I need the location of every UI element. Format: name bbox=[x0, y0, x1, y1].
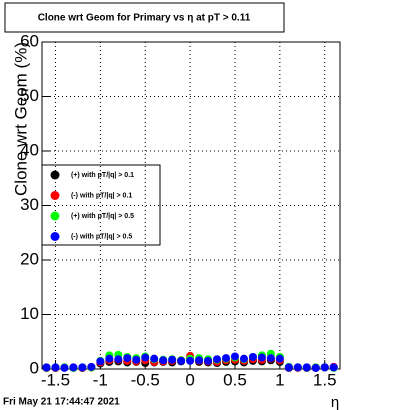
y-tick-label: 0 bbox=[30, 358, 39, 377]
x-tick-label: -1 bbox=[93, 370, 108, 389]
data-point bbox=[204, 356, 213, 365]
data-point bbox=[105, 354, 114, 363]
data-point bbox=[132, 355, 141, 364]
data-point bbox=[69, 363, 78, 372]
data-point bbox=[51, 363, 60, 372]
data-point bbox=[320, 363, 329, 372]
data-point bbox=[213, 355, 222, 364]
data-point bbox=[266, 354, 275, 363]
legend-marker bbox=[50, 191, 60, 200]
data-point bbox=[177, 356, 186, 365]
timestamp: Fri May 21 17:44:47 2021 bbox=[3, 397, 120, 408]
legend-box bbox=[41, 164, 161, 246]
y-axis-title: Clone wrt Geom (%) bbox=[11, 42, 30, 196]
data-point bbox=[150, 354, 159, 363]
legend-label: (-) with pT/|q| > 0.1 bbox=[71, 192, 132, 199]
x-tick-label: 1.5 bbox=[313, 370, 337, 389]
legend-label: (+) with pT/|q| > 0.5 bbox=[71, 213, 134, 220]
data-point bbox=[329, 363, 338, 372]
x-tick-label: -1.5 bbox=[41, 370, 70, 389]
y-tick-label: 60 bbox=[20, 31, 39, 50]
legend-marker bbox=[50, 170, 60, 180]
x-tick-label: 0 bbox=[185, 370, 194, 389]
chart-title: Clone wrt Geom for Primary vs η at pT > … bbox=[38, 13, 251, 24]
data-point bbox=[96, 357, 105, 366]
legend-label: (+) with pT/|q| > 0.1 bbox=[71, 172, 134, 179]
data-point bbox=[78, 363, 87, 372]
y-tick-label: 50 bbox=[20, 86, 39, 105]
x-tick-label: -0.5 bbox=[131, 370, 160, 389]
legend-marker bbox=[50, 232, 60, 241]
data-point bbox=[186, 356, 195, 365]
data-point bbox=[159, 356, 168, 365]
data-point bbox=[60, 363, 69, 372]
x-tick-label: 0.5 bbox=[223, 370, 247, 389]
title-box bbox=[4, 2, 285, 33]
data-point bbox=[248, 353, 257, 362]
y-tick-label: 30 bbox=[20, 195, 39, 214]
data-point bbox=[87, 362, 96, 371]
data-point bbox=[311, 363, 320, 372]
data-point bbox=[257, 353, 266, 362]
legend-label: (-) with pT/|q| > 0.5 bbox=[71, 233, 132, 240]
data-point bbox=[42, 363, 51, 372]
y-tick-label: 10 bbox=[20, 304, 39, 323]
data-point bbox=[168, 355, 177, 364]
data-point bbox=[141, 353, 150, 362]
x-tick-label: 1 bbox=[275, 370, 284, 389]
x-axis-title: η bbox=[331, 394, 339, 410]
data-point bbox=[293, 363, 302, 372]
data-point bbox=[302, 363, 311, 372]
y-tick-label: 40 bbox=[20, 140, 39, 159]
data-point bbox=[123, 354, 132, 363]
data-point bbox=[275, 354, 284, 363]
data-point bbox=[222, 354, 231, 363]
legend-marker bbox=[50, 211, 60, 221]
data-point bbox=[114, 355, 123, 364]
data-point bbox=[239, 354, 248, 363]
data-point bbox=[284, 363, 293, 372]
data-point bbox=[195, 356, 204, 365]
y-tick-label: 20 bbox=[20, 249, 39, 268]
data-point bbox=[230, 352, 239, 361]
